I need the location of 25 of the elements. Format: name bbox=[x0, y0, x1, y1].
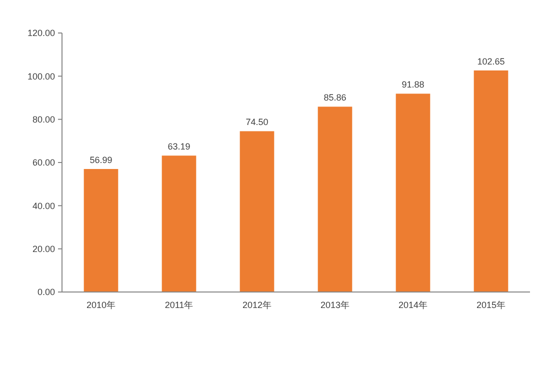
bar bbox=[474, 70, 508, 292]
x-tick-label: 2010年 bbox=[86, 300, 116, 310]
y-tick-label: 80.00 bbox=[32, 114, 55, 124]
bar bbox=[240, 131, 274, 292]
bar bbox=[162, 156, 196, 292]
x-tick-label: 2014年 bbox=[398, 300, 428, 310]
data-label: 63.19 bbox=[168, 142, 190, 152]
data-label: 85.86 bbox=[324, 92, 346, 103]
y-tick-label: 40.00 bbox=[32, 200, 55, 211]
data-label: 74.50 bbox=[246, 117, 268, 128]
data-label: 102.65 bbox=[477, 56, 505, 66]
bar bbox=[84, 168, 118, 292]
y-tick-label: 20.00 bbox=[32, 244, 55, 254]
y-tick-label: 120.00 bbox=[27, 28, 55, 38]
x-tick-label: 2015年 bbox=[476, 300, 506, 310]
y-tick-label: 0.00 bbox=[37, 287, 55, 298]
x-tick-label: 2012年 bbox=[242, 300, 272, 310]
x-tick-label: 2011年 bbox=[164, 300, 194, 310]
bar bbox=[318, 106, 352, 292]
y-tick-label: 60.00 bbox=[32, 158, 55, 168]
data-label: 91.88 bbox=[402, 80, 424, 90]
data-label: 56.99 bbox=[90, 154, 112, 165]
y-tick-label: 100.00 bbox=[27, 71, 55, 82]
bar bbox=[396, 94, 430, 292]
x-tick-label: 2013年 bbox=[320, 300, 350, 310]
